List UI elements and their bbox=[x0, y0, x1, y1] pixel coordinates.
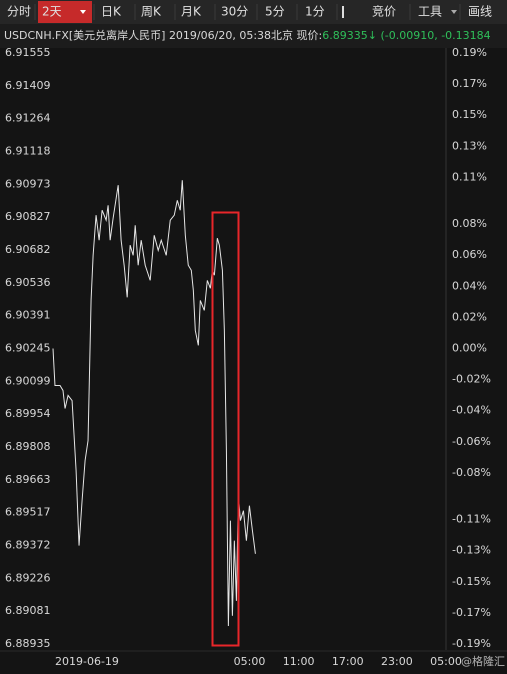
y-tick-label: 6.91264 bbox=[5, 112, 51, 125]
tool-button[interactable]: 画线 bbox=[468, 5, 492, 19]
y-tick-label: 6.89372 bbox=[5, 538, 51, 551]
y2-tick-label: -0.15% bbox=[452, 575, 491, 588]
dropdown-arrow bbox=[451, 10, 457, 14]
y2-tick-label: -0.02% bbox=[452, 373, 491, 386]
y-tick-label: 6.88935 bbox=[5, 637, 51, 650]
y-tick-label: 6.90973 bbox=[5, 177, 51, 190]
y-tick-label: 6.90827 bbox=[5, 210, 51, 223]
tab[interactable]: 5分 bbox=[265, 5, 285, 19]
y2-tick-label: 0.06% bbox=[452, 248, 487, 261]
price-line bbox=[52, 180, 256, 626]
header-bar bbox=[0, 24, 507, 48]
y2-tick-label: -0.17% bbox=[452, 606, 491, 619]
y2-tick-label: 0.11% bbox=[452, 170, 487, 183]
y-tick-label: 6.89226 bbox=[5, 571, 51, 584]
tab[interactable]: 2天 bbox=[42, 5, 62, 19]
y2-tick-label: 0.17% bbox=[452, 77, 487, 90]
x-tick-label: 11:00 bbox=[283, 655, 315, 668]
datetime: 2019/06/20, 05:38北京 bbox=[169, 28, 293, 42]
y2-tick-label: 0.08% bbox=[452, 217, 487, 230]
y2-tick-label: 0.04% bbox=[452, 279, 487, 292]
tool-button[interactable]: 竞价 bbox=[372, 5, 396, 19]
x-tick-label: 17:00 bbox=[332, 655, 364, 668]
highlight-box bbox=[211, 211, 240, 647]
tab[interactable]: 月K bbox=[181, 5, 202, 19]
y2-tick-label: -0.19% bbox=[452, 637, 491, 650]
tab[interactable]: 分时 bbox=[7, 5, 31, 19]
x-tick-label: 05:00 bbox=[430, 655, 462, 668]
x-tick-label: 23:00 bbox=[381, 655, 413, 668]
price: 6.89335 bbox=[322, 29, 368, 42]
y-tick-label: 6.91409 bbox=[5, 79, 51, 92]
tab[interactable]: 日K bbox=[101, 5, 122, 19]
tab[interactable]: 30分 bbox=[221, 5, 248, 19]
x-tick-label: 2019-06-19 bbox=[55, 655, 119, 668]
y2-tick-label: 0.00% bbox=[452, 342, 487, 355]
y-tick-label: 6.90391 bbox=[5, 309, 51, 322]
tab-active-bg bbox=[38, 1, 92, 23]
y2-tick-label: 0.19% bbox=[452, 46, 487, 59]
tab[interactable]: 周K bbox=[141, 5, 162, 19]
y-tick-label: 6.89081 bbox=[5, 604, 51, 617]
y-tick-label: 6.91555 bbox=[5, 46, 51, 59]
change: (-0.00910, -0.13184 bbox=[380, 29, 490, 42]
y2-tick-label: -0.08% bbox=[452, 466, 491, 479]
more-icon[interactable] bbox=[342, 6, 344, 18]
price-arrow: ↓ bbox=[368, 29, 377, 42]
y-tick-label: 6.89954 bbox=[5, 407, 51, 420]
y-tick-label: 6.90536 bbox=[5, 276, 51, 289]
y2-tick-label: 0.02% bbox=[452, 310, 487, 323]
y-tick-label: 6.89517 bbox=[5, 506, 51, 519]
y2-tick-label: 0.13% bbox=[452, 139, 487, 152]
y-tick-label: 6.90245 bbox=[5, 342, 51, 355]
y2-tick-label: -0.04% bbox=[452, 404, 491, 417]
price-label: 现价: bbox=[297, 29, 323, 42]
header-line: USDCNH.FX[美元兑离岸人民币] 2019/06/20, 05:38北京 … bbox=[4, 28, 491, 42]
y-tick-label: 6.89663 bbox=[5, 473, 51, 486]
y-tick-label: 6.90099 bbox=[5, 374, 51, 387]
y2-tick-label: 0.15% bbox=[452, 108, 487, 121]
y2-tick-label: -0.11% bbox=[452, 513, 491, 526]
y-tick-label: 6.89808 bbox=[5, 440, 51, 453]
y-tick-label: 6.91118 bbox=[5, 145, 51, 158]
symbol: USDCNH.FX[美元兑离岸人民币] bbox=[4, 28, 165, 42]
tab[interactable]: 1分 bbox=[305, 5, 325, 19]
x-tick-label: 05:00 bbox=[234, 655, 266, 668]
y-tick-label: 6.90682 bbox=[5, 243, 51, 256]
watermark: @格隆汇 bbox=[461, 654, 505, 668]
y2-tick-label: -0.13% bbox=[452, 544, 491, 557]
dropdown-arrow bbox=[80, 10, 86, 14]
tool-button[interactable]: 工具 bbox=[418, 5, 442, 19]
y2-tick-label: -0.06% bbox=[452, 435, 491, 448]
